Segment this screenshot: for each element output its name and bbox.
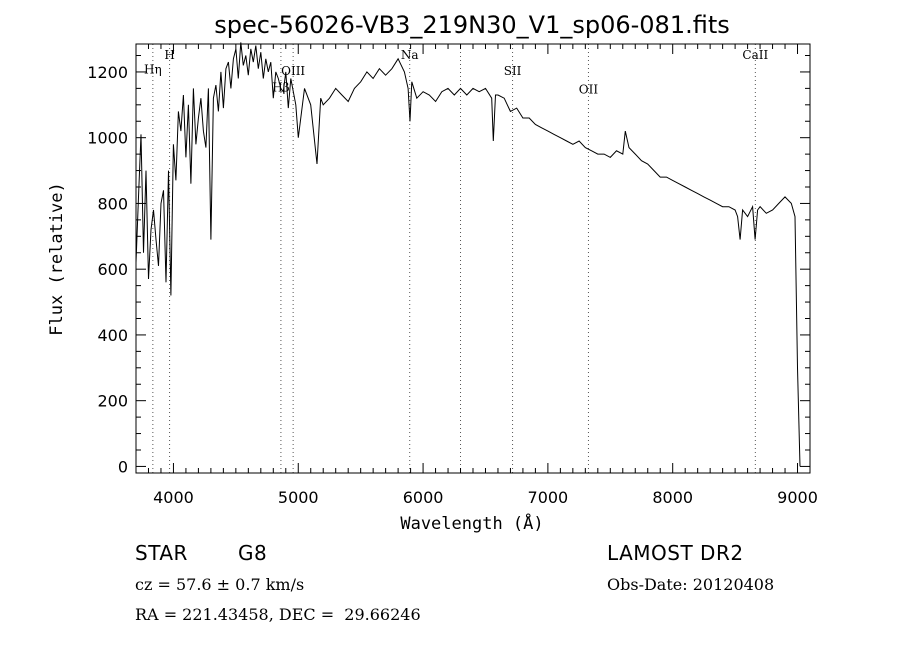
series-layer	[135, 42, 801, 467]
x-tick-label: 9000	[777, 488, 818, 507]
x-tick-label: 6000	[403, 488, 444, 507]
plot-frame	[135, 43, 811, 474]
y-axis-label: Flux (relative)	[47, 182, 67, 336]
x-tick-label: 8000	[652, 488, 693, 507]
x-tick-label: 7000	[528, 488, 569, 507]
y-tick-label: 400	[97, 326, 128, 345]
coordinates: RA = 221.43458, DEC = 29.66246	[135, 605, 421, 624]
y-tick-label: 200	[97, 392, 128, 411]
spectral-line-label: OIII	[281, 64, 305, 78]
spectral-line-label: H	[164, 48, 174, 62]
y-tick-label: 800	[97, 194, 128, 213]
y-axis: 0 200 400 600 800 1000 1200	[87, 55, 810, 476]
redshift-velocity: cz = 57.6 ± 0.7 km/s	[135, 575, 305, 594]
spectral-line-label: OII	[579, 82, 599, 96]
spectral-line-label: CaII	[742, 48, 768, 62]
survey-name: LAMOST DR2	[607, 541, 744, 565]
object-subclass: G8	[238, 541, 268, 565]
x-axis-label: Wavelength (Å)	[400, 512, 543, 534]
spectrum-line	[135, 42, 801, 467]
y-tick-label: 1200	[87, 63, 128, 82]
y-tick-label: 600	[97, 260, 128, 279]
y-tick-label: 1000	[87, 129, 128, 148]
object-class: STAR	[135, 541, 188, 565]
spectral-line-label: Na	[401, 48, 419, 62]
spectral-line-label: Hη	[144, 63, 162, 77]
observation-date: Obs-Date: 20120408	[607, 575, 775, 594]
x-tick-label: 4000	[153, 488, 194, 507]
x-axis: 4000 5000 6000 7000 8000 9000	[135, 44, 818, 507]
spectral-line-label: SII	[504, 64, 522, 78]
chart-title: spec-56026-VB3_219N30_V1_sp06-081.fits	[214, 11, 730, 39]
x-tick-label: 5000	[278, 488, 319, 507]
y-tick-label: 0	[118, 457, 128, 476]
